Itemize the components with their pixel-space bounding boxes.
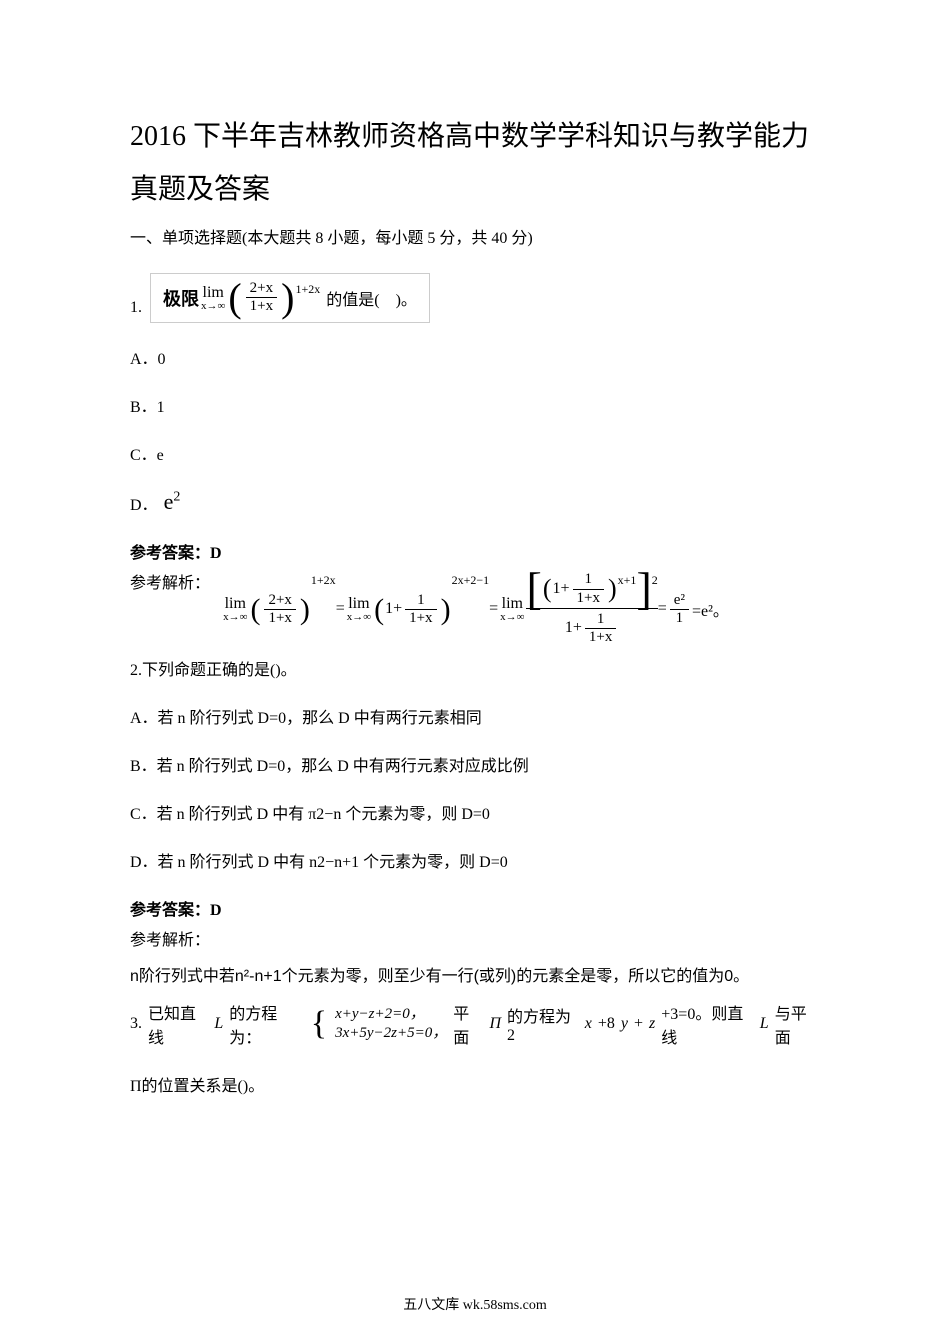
q2-solution-label: 参考解析： bbox=[130, 926, 820, 956]
q3-number: 3. bbox=[130, 1015, 142, 1033]
q1-option-b: B．1 bbox=[130, 393, 820, 417]
q1-suffix: 的值是( )。 bbox=[326, 286, 417, 310]
question-3-stem-line1: 3. 已知直线 L 的方程为： { x+y−z+2=0， 3x+5y−2z+5=… bbox=[130, 1000, 820, 1048]
page-footer: 五八文库 wk.58sms.com bbox=[0, 1294, 950, 1314]
q3-system: x+y−z+2=0， 3x+5y−2z+5=0， bbox=[335, 1005, 447, 1044]
q1-formula: 极限 lim x→∞ ( 2+x 1+x ) 1+2x 的值是( )。 bbox=[150, 273, 430, 323]
document-title: 2016 下半年吉林教师资格高中数学学科知识与教学能力真题及答案 bbox=[130, 110, 820, 216]
question-1-stem: 1. 极限 lim x→∞ ( 2+x 1+x ) 1+2x 的值是( )。 bbox=[130, 273, 820, 323]
q1-lim: lim x→∞ bbox=[201, 284, 225, 312]
lparen-icon: ( bbox=[228, 280, 241, 316]
document-page: 2016 下半年吉林教师资格高中数学学科知识与教学能力真题及答案 一、单项选择题… bbox=[0, 0, 950, 1344]
q1-prefix: 极限 bbox=[163, 285, 199, 311]
q2-option-b: B．若 n 阶行列式 D=0，那么 D 中有两行元素对应成比例 bbox=[130, 752, 820, 776]
q1-option-a: A．0 bbox=[130, 345, 820, 369]
q1-number: 1. bbox=[130, 299, 142, 323]
q2-solution-text: n阶行列式中若n²-n+1个元素为零，则至少有一行(或列)的元素全是零，所以它的… bbox=[130, 963, 820, 990]
question-3-stem-line2: Π的位置关系是()。 bbox=[130, 1072, 820, 1102]
q1-d-prefix: D． bbox=[130, 491, 158, 515]
q2-answer-label: 参考答案：D bbox=[130, 896, 820, 920]
q1-d-math: e2 bbox=[164, 489, 181, 515]
q2-option-a: A．若 n 阶行列式 D=0，那么 D 中有两行元素相同 bbox=[130, 704, 820, 728]
q2-option-d: D．若 n 阶行列式 D 中有 n2−n+1 个元素为零，则 D=0 bbox=[130, 848, 820, 872]
rparen-icon: ) bbox=[281, 280, 294, 316]
section-instruction: 一、单项选择题(本大题共 8 小题，每小题 5 分，共 40 分) bbox=[130, 224, 820, 254]
q1-fraction: 2+x 1+x bbox=[246, 280, 277, 316]
q1-solution-math: lim x→∞ ( 2+x 1+x ) 1+2x = lim x→∞ ( 1+ … bbox=[221, 571, 729, 648]
q1-option-d: D． e2 bbox=[130, 489, 820, 515]
q1-option-c: C．e bbox=[130, 441, 820, 465]
brace-icon: { bbox=[311, 1009, 327, 1040]
q1-exponent: 1+2x bbox=[295, 282, 320, 297]
question-2-stem: 2.下列命题正确的是()。 bbox=[130, 656, 820, 686]
q1-answer-label: 参考答案：D bbox=[130, 539, 820, 563]
q1-solution-label: 参考解析： bbox=[130, 569, 210, 601]
q2-option-c: C．若 n 阶行列式 D 中有 π2−n 个元素为零，则 D=0 bbox=[130, 800, 820, 824]
